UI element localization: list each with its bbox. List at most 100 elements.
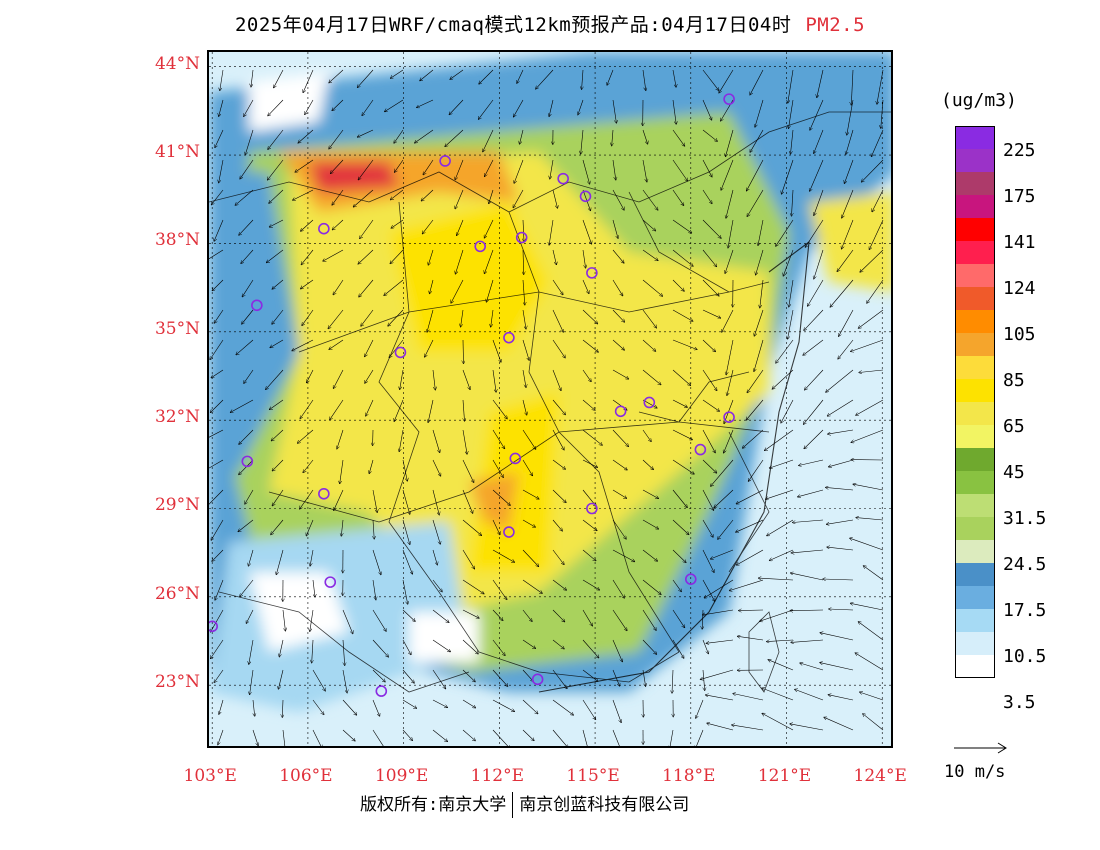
wind-arrow: [215, 579, 224, 600]
wind-arrow: [428, 399, 434, 422]
wind-arrow: [672, 669, 673, 693]
wind-arrow: [859, 369, 884, 373]
wind-arrow: [391, 219, 404, 228]
wind-arrow: [342, 669, 347, 693]
wind-arrow: [479, 99, 494, 119]
wind-arrow: [342, 729, 355, 741]
legend-swatch: [955, 195, 995, 218]
wind-arrow: [270, 339, 284, 348]
wind-arrow: [808, 279, 824, 306]
wind-arrow: [760, 609, 794, 621]
wind-arrow: [612, 129, 613, 146]
wind-arrow: [826, 369, 854, 392]
wind-arrow: [282, 699, 283, 717]
station-marker: [723, 411, 735, 423]
wind-arrow: [706, 695, 734, 701]
wind-arrow: [672, 129, 685, 146]
wind-arrow: [210, 339, 224, 360]
wind-arrow: [672, 519, 689, 535]
wind-arrow: [211, 369, 224, 378]
wind-arrow: [750, 129, 764, 152]
wind-arrow: [549, 99, 554, 116]
wind-arrow: [361, 309, 374, 326]
wind-arrow: [332, 219, 344, 230]
wind-arrow: [372, 699, 380, 716]
wind-arrow: [732, 725, 764, 731]
wind-arrow: [302, 309, 314, 325]
legend-value-label: 45: [1003, 462, 1025, 483]
copyright-notice: 版权所有:南京大学 南京创蓝科技有限公司: [360, 790, 689, 818]
wind-arrow: [310, 609, 314, 631]
legend-swatch: [955, 149, 995, 172]
wind-arrow: [462, 459, 474, 482]
wind-arrow: [536, 69, 554, 89]
wind-arrow: [455, 249, 464, 274]
wind-arrow: [522, 429, 536, 449]
wind-arrow: [492, 399, 507, 419]
wind-arrow: [828, 429, 854, 434]
yellow-strong-1: [389, 202, 549, 352]
province-borders: [209, 111, 891, 693]
wind-arrow: [805, 219, 824, 247]
wind-arrow: [214, 669, 224, 683]
wind-arrow: [850, 538, 884, 551]
wind-arrow: [612, 489, 627, 498]
pollution-field-layer: [209, 52, 891, 746]
wind-arrow: [552, 369, 561, 391]
station-marker: [318, 487, 330, 500]
wind-arrow: [820, 663, 854, 671]
legend-value-label: 225: [1003, 140, 1036, 161]
wind-arrow: [817, 69, 824, 98]
wind-arrow: [733, 694, 764, 701]
wind-arrow: [220, 69, 224, 91]
wind-arrow: [292, 339, 314, 351]
station-marker: [318, 222, 330, 235]
wind-arrow: [402, 579, 408, 604]
wind-arrow: [312, 729, 322, 746]
wind-arrow: [860, 249, 884, 272]
lon-tick-label: 115°E: [566, 766, 620, 786]
wind-arrow: [642, 549, 657, 561]
legend-swatch: [955, 333, 995, 356]
legend-swatch: [955, 218, 995, 241]
lon-tick-label: 106°E: [279, 766, 333, 786]
wind-arrow: [824, 717, 854, 731]
wind-arrow: [395, 159, 404, 172]
wind-arrow: [776, 339, 794, 363]
wind-arrow: [827, 399, 854, 416]
wind-arrow: [672, 459, 694, 474]
wind-arrow: [738, 636, 764, 641]
pm25-map: [209, 52, 891, 746]
station-marker: [209, 620, 218, 633]
wind-arrow: [788, 69, 794, 103]
wind-arrow: [552, 549, 564, 565]
legend-color-bar: [955, 126, 995, 678]
wind-arrow: [492, 549, 514, 562]
wind-arrow: [514, 99, 524, 117]
wind-arrow: [306, 519, 314, 536]
wind-arrow: [242, 309, 254, 324]
wind-arrow: [251, 69, 254, 87]
wind-arrow: [329, 69, 344, 83]
map-panel[interactable]: [207, 50, 893, 748]
wind-arrow: [250, 669, 254, 695]
wind-arrow: [791, 573, 824, 581]
wind-arrow: [451, 279, 464, 303]
wind-arrow: [462, 729, 475, 741]
wind-arrow: [872, 189, 884, 212]
wind-arrow: [492, 579, 507, 600]
wind-arrow: [714, 489, 734, 508]
wind-arrow: [702, 219, 721, 238]
legend-swatch: [955, 287, 995, 310]
clean-patch-2: [409, 612, 479, 662]
wind-arrow: [372, 489, 377, 512]
wind-arrow: [756, 249, 764, 275]
wind-arrow: [293, 189, 314, 200]
wind-arrow: [726, 129, 734, 157]
wind-arrow: [612, 279, 623, 296]
wind-arrow: [522, 579, 542, 593]
wind-arrow: [582, 549, 596, 561]
wind-arrow: [552, 639, 564, 649]
wind-arrow: [492, 519, 500, 535]
wind-arrow: [702, 309, 721, 318]
